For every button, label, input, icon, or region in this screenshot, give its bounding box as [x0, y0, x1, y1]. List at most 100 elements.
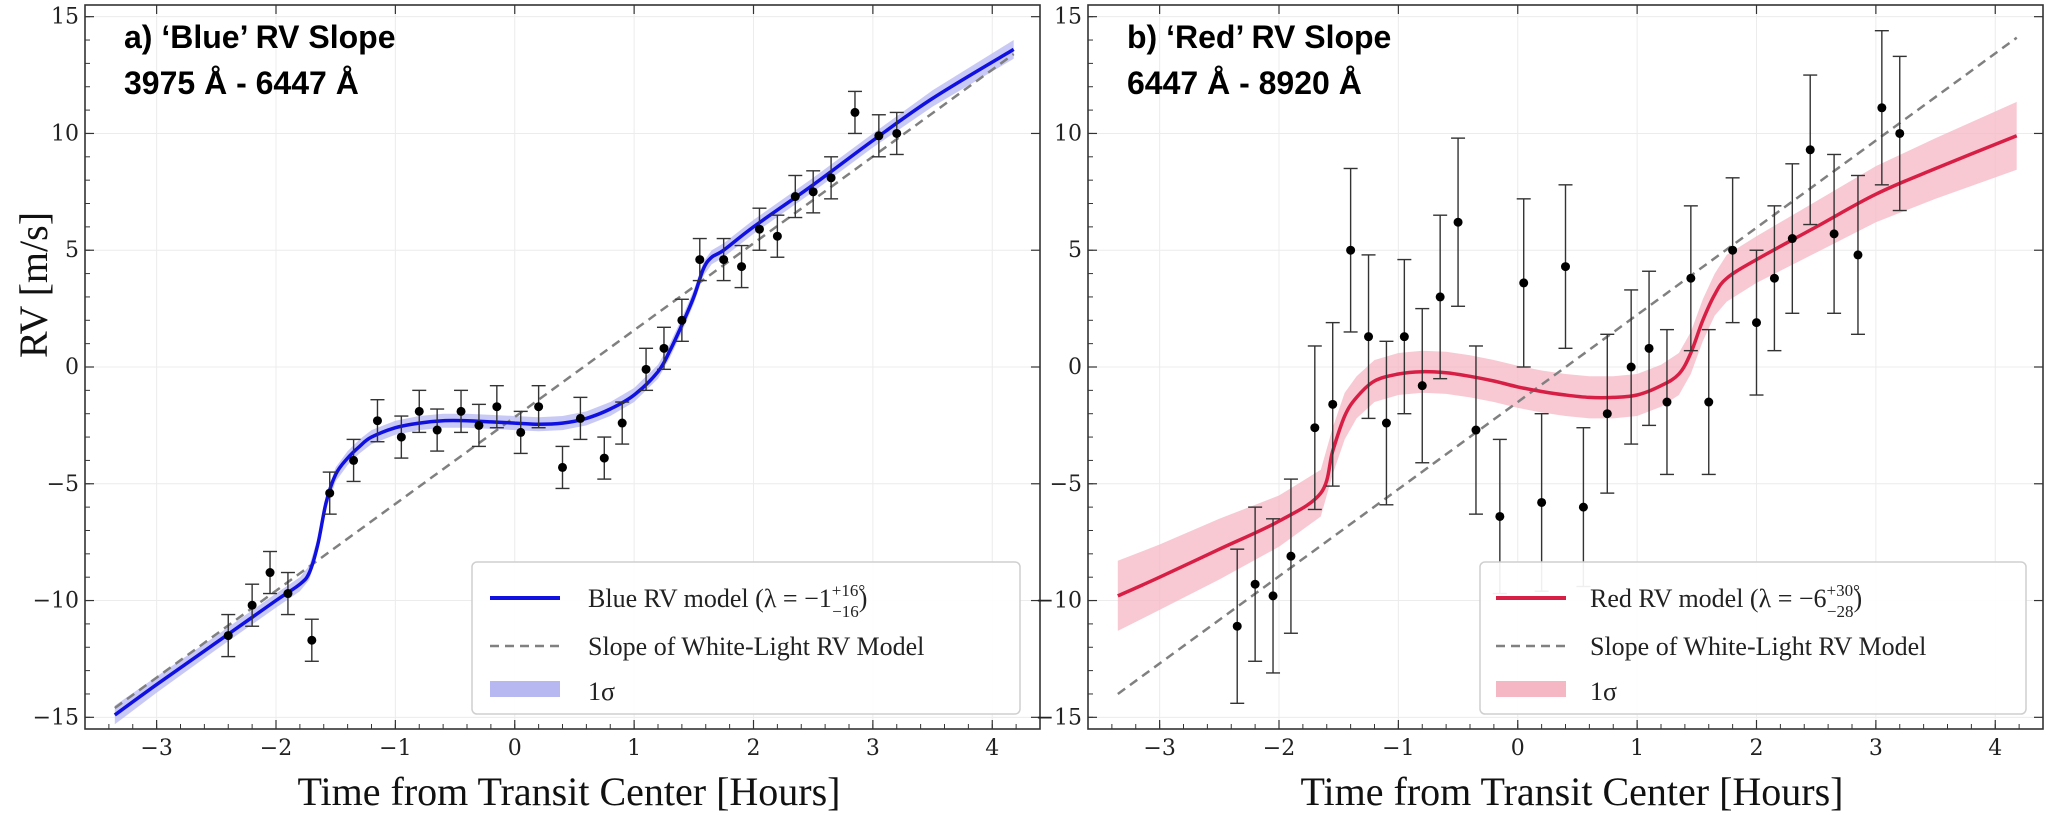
x-tick-label: 1	[627, 736, 641, 761]
data-point	[1767, 205, 1782, 352]
point-marker	[1752, 318, 1761, 328]
point-marker	[1310, 423, 1320, 433]
data-point	[454, 389, 469, 434]
x-tick-label: 1	[1630, 736, 1644, 761]
data-point	[555, 445, 570, 490]
y-tick-label: 0	[1068, 355, 1082, 380]
data-point	[1415, 307, 1430, 464]
data-point	[531, 384, 546, 429]
point-marker	[790, 192, 800, 202]
panel-title-line1: a) ‘Blue’ RV Slope	[124, 19, 395, 55]
y-tick-label: 5	[65, 238, 79, 263]
point-marker	[432, 425, 442, 435]
data-point	[489, 384, 504, 429]
data-point	[1624, 289, 1639, 445]
point-marker	[617, 418, 627, 428]
point-marker	[695, 255, 705, 265]
data-point	[806, 170, 821, 214]
point-marker	[1495, 511, 1505, 521]
legend-model-label: Red RV model (λ = −6+30° −28)	[1590, 581, 1862, 621]
data-point	[1516, 198, 1531, 368]
point-marker	[223, 631, 233, 641]
x-tick-label: 0	[508, 736, 522, 761]
data-point	[1642, 270, 1657, 427]
data-point	[1248, 506, 1263, 662]
data-point	[1785, 163, 1800, 314]
data-point	[322, 471, 337, 515]
white-light-slope	[1117, 36, 2018, 695]
x-tick-label: −3	[140, 736, 172, 761]
y-axis-label: RV [m/s]	[11, 212, 56, 358]
x-tick-label: −2	[260, 736, 292, 761]
data-point	[1683, 205, 1698, 352]
legend-band-swatch	[1496, 681, 1566, 697]
point-marker	[1662, 397, 1672, 407]
point-marker	[1328, 399, 1338, 409]
data-point	[573, 396, 588, 441]
rv-model-line	[113, 47, 1015, 717]
data-point	[1397, 258, 1412, 415]
legend: Blue RV model (λ = −1+16° −16) Slope of W…	[471, 561, 1021, 715]
data-point	[263, 550, 278, 595]
point-marker	[874, 131, 884, 141]
point-marker	[414, 406, 424, 416]
data-point	[847, 90, 862, 135]
data-point	[752, 207, 767, 251]
point-marker	[1769, 273, 1779, 283]
data-point	[304, 618, 319, 662]
point-marker	[826, 173, 836, 183]
data-point	[412, 389, 427, 434]
data-point	[656, 326, 671, 371]
data-point	[513, 410, 528, 455]
data-point	[639, 347, 654, 392]
data-point	[871, 114, 886, 158]
legend-slope-label: Slope of White-Light RV Model	[1590, 632, 1926, 661]
point-marker	[1805, 145, 1815, 155]
data-point	[245, 583, 260, 627]
y-tick-label: −15	[1036, 705, 1082, 730]
data-point	[471, 403, 486, 448]
point-marker	[1578, 502, 1588, 512]
data-point	[394, 415, 409, 459]
point-marker	[1686, 273, 1696, 283]
point-marker	[754, 224, 764, 234]
data-point	[1361, 254, 1376, 420]
data-point	[1379, 340, 1394, 506]
point-marker	[558, 462, 567, 472]
white-light-slope-line	[114, 53, 1015, 709]
point-marker	[1644, 343, 1654, 353]
point-marker	[737, 262, 747, 272]
data-point	[889, 111, 904, 156]
x-tick-label: −2	[1263, 736, 1295, 761]
point-marker	[1453, 217, 1463, 227]
data-point	[1725, 177, 1740, 324]
legend: Red RV model (λ = −6+30° −28) Slope of Wh…	[1479, 561, 2027, 715]
point-marker	[1286, 551, 1296, 561]
point-marker	[1602, 409, 1612, 419]
white-light-slope	[114, 53, 1015, 709]
point-marker	[677, 315, 687, 325]
point-marker	[492, 402, 502, 412]
point-marker	[850, 107, 860, 117]
point-marker	[1561, 262, 1570, 272]
point-marker	[1895, 128, 1905, 138]
legend-model-label: Blue RV model (λ = −1+16° −16)	[588, 581, 867, 621]
data-point	[1701, 328, 1716, 476]
x-tick-label: 4	[985, 736, 999, 761]
data-point	[1600, 333, 1615, 494]
data-point	[1827, 153, 1842, 314]
data-point	[280, 571, 295, 616]
data-point	[1749, 249, 1764, 396]
point-marker	[1250, 579, 1260, 589]
point-marker	[516, 427, 526, 437]
y-tick-label: 5	[1068, 238, 1082, 263]
y-tick-label: −5	[1050, 472, 1082, 497]
legend-frame	[471, 561, 1021, 715]
point-marker	[1787, 234, 1797, 244]
uncertainty-band	[114, 40, 1014, 725]
data-point	[430, 408, 445, 452]
